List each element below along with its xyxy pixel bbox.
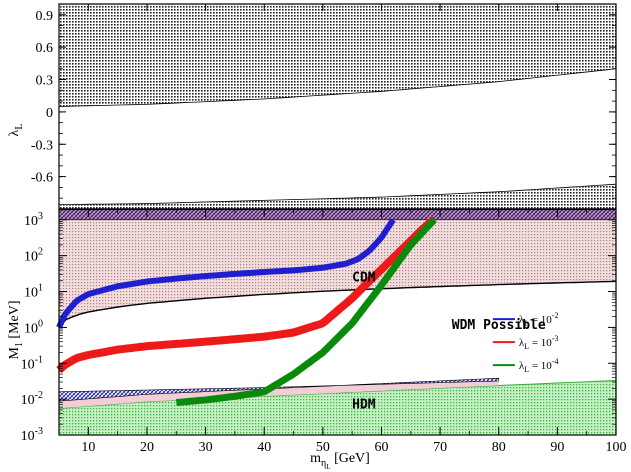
region-annotations: CDM WDM Possible HDM bbox=[352, 271, 546, 413]
curve-lambda-1e-3 bbox=[56, 215, 437, 374]
lambda-y-tick-label: 0.6 bbox=[36, 41, 54, 56]
legend: λL = 10-2 λL = 10-3 λL = 10-4 bbox=[492, 311, 559, 374]
mass-panel: 10 20 30 40 50 60 70 80 90 100 103 102 101 100 10-1 10-… bbox=[7, 208, 627, 471]
lambda-y-tick-label: 0 bbox=[46, 106, 53, 121]
lambda-excluded-region-1 bbox=[58, 3, 617, 107]
y-tick-label: 101 bbox=[24, 283, 43, 301]
mass-axis-title: M1 [MeV] bbox=[7, 300, 25, 359]
curve-lambda-1e-4 bbox=[174, 217, 437, 407]
x-tick-label: 60 bbox=[374, 440, 388, 455]
lambda-y-tick-label: 0.3 bbox=[36, 74, 54, 89]
mass-axis-ticks: 10 20 30 40 50 60 70 80 90 100 103 102 101 100 10-1 10-… bbox=[21, 209, 627, 455]
top-excluded-band bbox=[58, 209, 617, 221]
lambda-y-tick-label: -0.6 bbox=[31, 171, 53, 186]
x-tick-label: 50 bbox=[316, 440, 330, 455]
x-axis-title: mηL [GeV] bbox=[310, 451, 370, 471]
hdm-region bbox=[59, 380, 616, 435]
hdm-pink-sliver bbox=[59, 378, 499, 409]
legend-label-1: λL = 10-2 bbox=[519, 311, 559, 328]
cdm-region bbox=[59, 219, 616, 328]
dark-matter-regions bbox=[58, 209, 617, 435]
lambda-axis-title: λL bbox=[7, 124, 25, 137]
x-tick-label: 30 bbox=[199, 440, 213, 455]
x-tick-label: 90 bbox=[550, 440, 564, 455]
mass-panel-frame bbox=[58, 208, 617, 436]
hatched-band bbox=[58, 377, 499, 402]
y-tick-label: 10-3 bbox=[21, 426, 43, 444]
curve-lambda-1e-2 bbox=[56, 218, 396, 329]
y-tick-label: 102 bbox=[24, 247, 43, 265]
x-tick-label: 40 bbox=[257, 440, 271, 455]
y-tick-label: 10-1 bbox=[21, 354, 43, 372]
cdm-label: CDM bbox=[352, 271, 376, 286]
y-tick-label: 10-2 bbox=[21, 390, 43, 408]
y-tick-label: 103 bbox=[24, 211, 43, 229]
x-tick-label: 20 bbox=[140, 440, 154, 455]
legend-label-2: λL = 10-3 bbox=[519, 334, 559, 351]
lambda-excluded-regions bbox=[58, 3, 617, 210]
wdm-possible-label: WDM Possible bbox=[452, 318, 546, 333]
cdm-boundary-line bbox=[58, 280, 617, 328]
lambda-panel: 0.9 0.6 0.3 0 -0.3 -0.6 λL bbox=[7, 3, 617, 210]
x-tick-label: 10 bbox=[81, 440, 95, 455]
legend-label-3: λL = 10-4 bbox=[519, 357, 559, 374]
lambda-y-tick-label: 0.9 bbox=[36, 9, 54, 24]
x-tick-label: 80 bbox=[492, 440, 506, 455]
relic-curves bbox=[56, 215, 437, 407]
x-tick-label: 70 bbox=[433, 440, 447, 455]
lambda-y-tick-label: -0.3 bbox=[31, 138, 53, 153]
hdm-label: HDM bbox=[352, 397, 376, 412]
lambda-excluded-region-2 bbox=[58, 183, 617, 210]
y-tick-label: 100 bbox=[24, 318, 43, 336]
x-tick-label: 100 bbox=[606, 440, 627, 455]
